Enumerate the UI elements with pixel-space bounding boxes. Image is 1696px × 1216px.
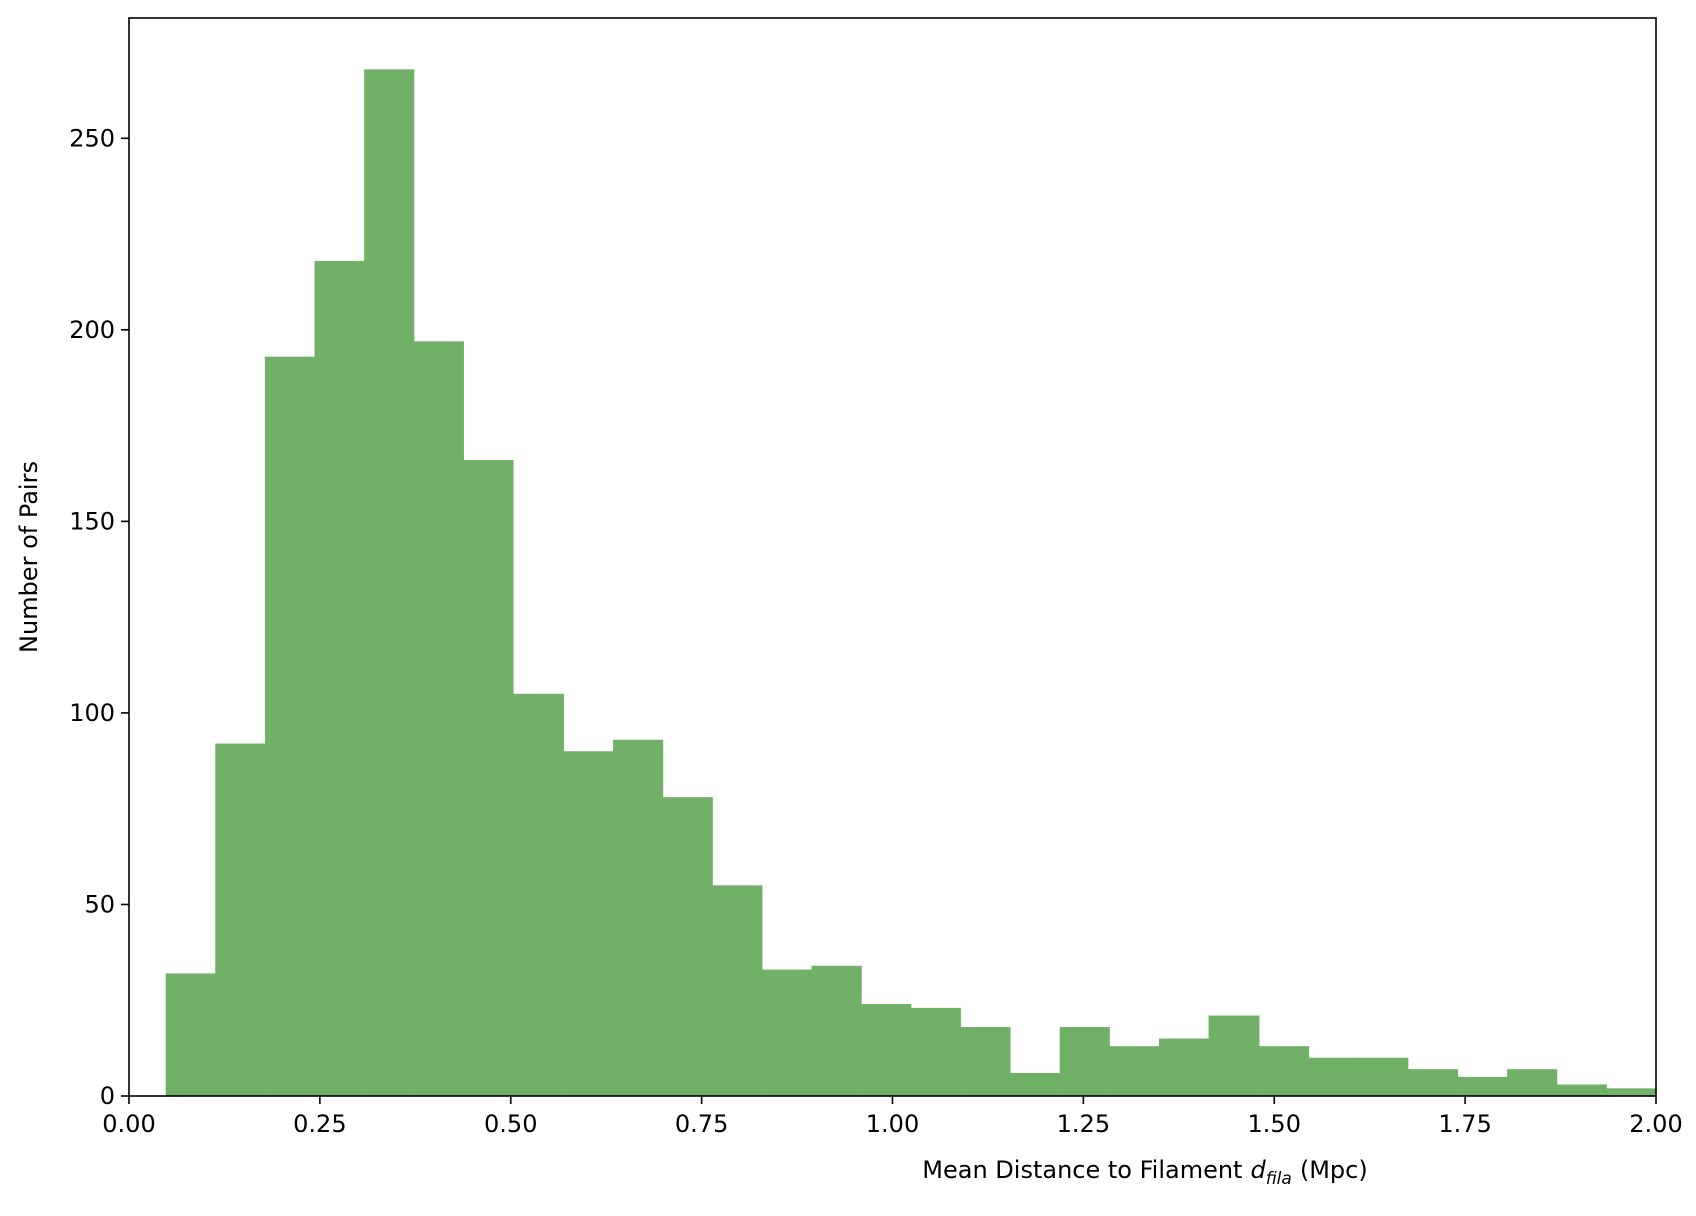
y-tick-label: 150 (69, 507, 115, 535)
bar (1158, 1038, 1210, 1096)
x-tick-label: 1.25 (1057, 1110, 1110, 1138)
x-tick-label: 1.50 (1248, 1110, 1301, 1138)
y-tick-label: 0 (100, 1082, 115, 1110)
bar (1457, 1076, 1508, 1096)
x-label-subscript: fila (1266, 1169, 1292, 1189)
bar (215, 743, 266, 1096)
bar (314, 260, 365, 1096)
bar (1407, 1069, 1458, 1096)
bar (413, 341, 464, 1097)
bar (1606, 1088, 1657, 1096)
bar (1208, 1015, 1260, 1096)
y-axis-label: Number of Pairs (15, 461, 43, 653)
x-axis-label: Mean Distance to Filament dfila (Mpc) (922, 1156, 1367, 1189)
x-label-text: Mean Distance to Filament (922, 1156, 1242, 1184)
bar (662, 797, 713, 1096)
x-tick-label: 0.25 (293, 1110, 346, 1138)
y-tick-label: 100 (69, 699, 115, 727)
x-label-unit: (Mpc) (1300, 1156, 1368, 1184)
bar (761, 969, 813, 1096)
y-tick-label: 250 (69, 124, 115, 152)
x-label-symbol: d (1250, 1156, 1266, 1184)
bar (1109, 1046, 1160, 1096)
bar (463, 460, 514, 1096)
bar (1308, 1057, 1359, 1096)
bar (910, 1007, 961, 1096)
x-tick-label: 1.75 (1438, 1110, 1491, 1138)
bar (1507, 1069, 1558, 1096)
bar (165, 973, 216, 1096)
bar (1358, 1057, 1409, 1096)
bar (513, 693, 564, 1096)
bar (960, 1027, 1011, 1096)
y-tick-label: 200 (69, 316, 115, 344)
bar (264, 356, 316, 1097)
bar (1556, 1084, 1607, 1096)
y-tick-label: 50 (84, 890, 115, 918)
x-tick-label: 0.00 (102, 1110, 155, 1138)
bar (811, 965, 862, 1096)
bar (1258, 1046, 1310, 1096)
bar (712, 885, 763, 1096)
bar (1059, 1027, 1110, 1096)
x-tick-label: 0.75 (675, 1110, 728, 1138)
bar (1010, 1073, 1061, 1096)
x-tick-label: 0.50 (484, 1110, 537, 1138)
bar (861, 1004, 912, 1096)
bar (613, 739, 664, 1096)
bar (563, 751, 614, 1096)
x-tick-label: 1.00 (866, 1110, 919, 1138)
bar (364, 69, 415, 1096)
x-tick-label: 2.00 (1629, 1110, 1682, 1138)
